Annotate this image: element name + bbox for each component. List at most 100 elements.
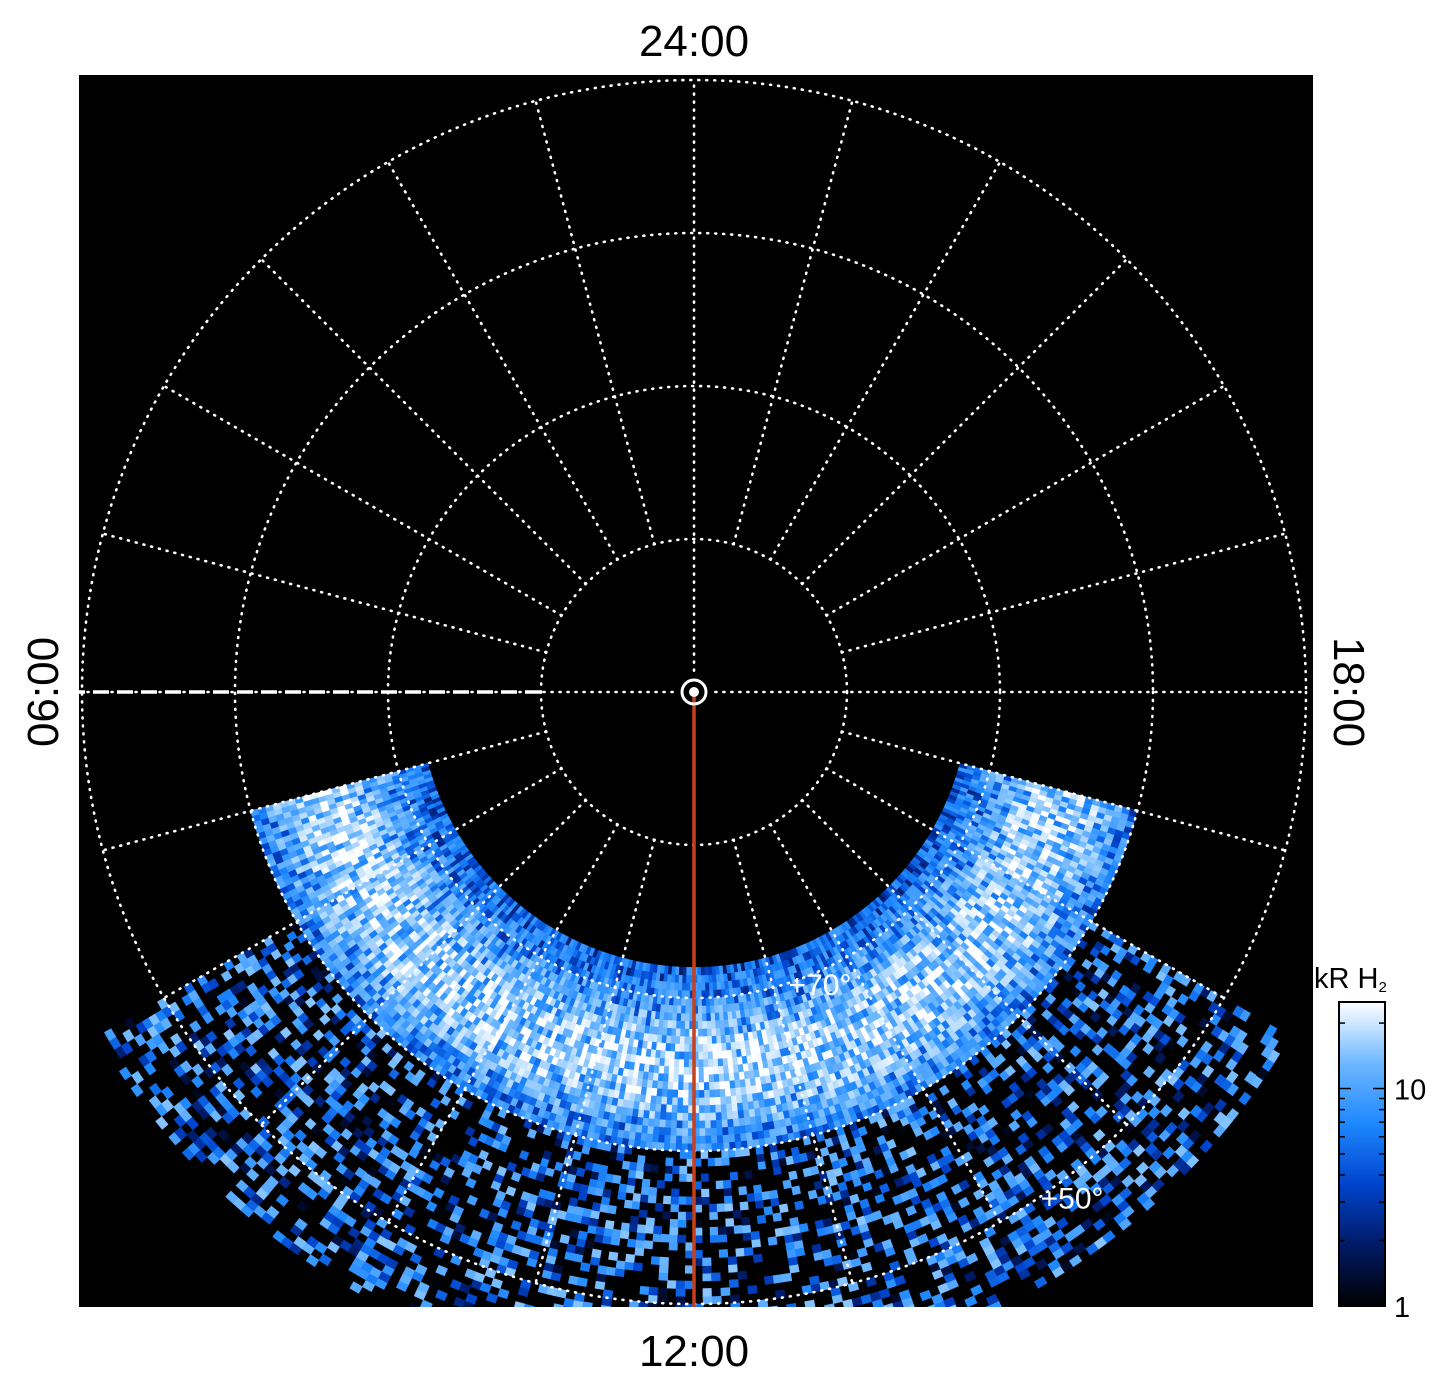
emission-cell xyxy=(682,1127,689,1137)
emission-cell xyxy=(711,1035,718,1044)
emission-cell xyxy=(705,1004,712,1014)
emission-cell xyxy=(713,1073,720,1082)
emission-cell xyxy=(658,1133,666,1143)
emission-cell xyxy=(702,1035,709,1045)
emission-cell xyxy=(697,1020,704,1029)
emission-cell xyxy=(701,982,707,991)
emission-cell xyxy=(664,1057,671,1067)
emission-cell xyxy=(659,1118,667,1128)
emission-cell xyxy=(683,1058,690,1068)
emission-cell xyxy=(678,974,684,983)
emission-cell xyxy=(698,1028,704,1037)
emission-cell xyxy=(663,1142,671,1151)
emission-cell xyxy=(656,1087,664,1097)
emission-cell xyxy=(704,1119,712,1129)
emission-cell xyxy=(708,1081,716,1090)
emission-cell xyxy=(703,1058,710,1068)
emission-cell xyxy=(727,1118,735,1128)
emission-cell xyxy=(672,1096,679,1106)
emission-cell xyxy=(678,1081,685,1091)
emission-cell xyxy=(650,1094,658,1104)
emission-cell xyxy=(677,1096,684,1106)
emission-cell xyxy=(685,1005,691,1014)
emission-cell xyxy=(705,1127,712,1136)
emission-cell xyxy=(679,1050,685,1060)
emission-cell xyxy=(648,1117,656,1127)
emission-cell xyxy=(698,1066,705,1075)
emission-cell xyxy=(652,1133,660,1143)
emission-cell xyxy=(710,1111,717,1121)
emission-cell xyxy=(675,1135,683,1144)
emission-cell xyxy=(706,1020,712,1029)
emission-cell xyxy=(669,1058,676,1067)
emission-cell xyxy=(649,1102,657,1112)
emission-cell xyxy=(716,1119,723,1128)
emission-cell xyxy=(641,1124,649,1134)
emission-cell xyxy=(714,1096,722,1105)
emission-cell xyxy=(672,1081,680,1090)
emission-cell xyxy=(703,1073,710,1083)
emission-cell xyxy=(699,1127,706,1137)
emission-cell xyxy=(697,1012,703,1022)
emission-cell xyxy=(677,1104,684,1113)
emission-cell xyxy=(664,1126,672,1136)
emission-cell xyxy=(681,1135,689,1144)
emission-cell xyxy=(682,974,687,983)
emission-cell xyxy=(702,1043,709,1052)
emission-cell xyxy=(680,1020,686,1029)
emission-cell xyxy=(640,1132,648,1142)
emission-cell xyxy=(666,1034,672,1044)
emission-cell xyxy=(698,1074,705,1083)
emission-cell xyxy=(664,1134,672,1144)
emission-cell xyxy=(701,974,706,983)
emission-cell xyxy=(655,1095,663,1105)
emission-cell xyxy=(684,1020,691,1029)
emission-cell xyxy=(722,1133,730,1143)
emission-cell xyxy=(721,1118,729,1128)
emission-cell xyxy=(697,966,702,976)
emission-cell xyxy=(668,1073,675,1082)
emission-cell xyxy=(698,1058,705,1068)
emission-cell xyxy=(702,1020,708,1029)
emission-cell xyxy=(680,1027,686,1037)
emission-cell xyxy=(651,1087,658,1097)
emission-cell xyxy=(673,1065,680,1075)
emission-cell xyxy=(660,1103,668,1113)
emission-cell xyxy=(685,982,691,991)
emission-cell xyxy=(679,1043,686,1052)
emission-cell xyxy=(704,1104,711,1113)
emission-cell xyxy=(670,1119,678,1129)
emission-cell xyxy=(682,1119,689,1129)
emission-cell xyxy=(674,1058,680,1067)
emission-cell xyxy=(660,1049,667,1059)
emission-cell xyxy=(647,1125,655,1135)
emission-cell xyxy=(678,1058,685,1068)
emission-cell xyxy=(719,1080,726,1090)
emission-cell xyxy=(670,1035,677,1044)
emission-cell xyxy=(710,1127,718,1136)
emission-cell xyxy=(678,1066,685,1075)
emission-cell xyxy=(699,1135,707,1144)
emission-cell xyxy=(700,966,706,976)
emission-cell xyxy=(725,1095,733,1105)
emission-cell xyxy=(718,1072,725,1082)
emission-cell xyxy=(706,1027,713,1037)
emission-cell xyxy=(698,1081,705,1091)
emission-cell xyxy=(728,1133,736,1143)
emission-cell xyxy=(702,1012,708,1022)
emission-cell xyxy=(659,1057,666,1067)
emission-cell xyxy=(670,1134,677,1144)
emission-cell xyxy=(705,1135,713,1144)
emission-cell xyxy=(667,1080,674,1090)
emission-cell xyxy=(706,1012,712,1022)
emission-cell xyxy=(666,1027,673,1036)
emission-cell xyxy=(716,1134,724,1144)
emission-cell xyxy=(712,1042,718,1052)
emission-cell xyxy=(708,1073,715,1083)
emission-cell xyxy=(734,1132,742,1142)
emission-cell xyxy=(698,1051,704,1060)
emission-cell xyxy=(717,1057,724,1067)
emission-cell xyxy=(716,1126,724,1136)
emission-cell xyxy=(682,966,688,976)
emission-cell xyxy=(697,982,703,991)
